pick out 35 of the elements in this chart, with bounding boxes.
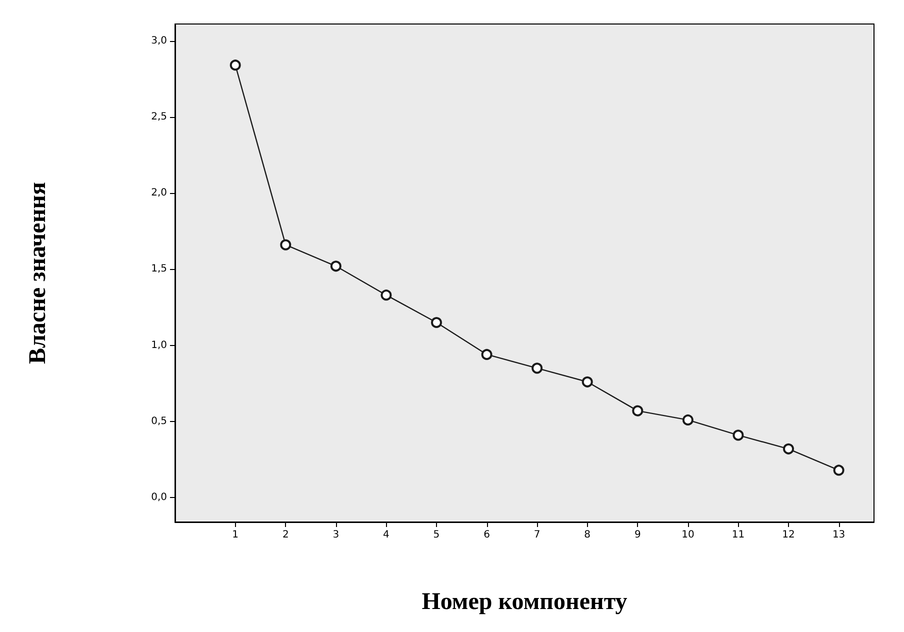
x-tick-label: 2	[282, 530, 289, 540]
y-tick-label: 0,0	[151, 492, 167, 504]
x-tick-label: 4	[383, 530, 390, 540]
point	[431, 316, 442, 328]
x-tick-label: 7	[534, 530, 540, 540]
y-axis-title: Власне значення	[25, 182, 51, 364]
x-tick-label: 12	[782, 530, 795, 540]
y-tick-label: 1,5	[151, 264, 167, 275]
x-tick-label: 6	[484, 530, 490, 540]
point	[732, 430, 744, 441]
x-tick-label: 8	[584, 530, 591, 540]
point	[380, 290, 392, 301]
x-tick-label: 5	[433, 530, 440, 540]
x-axis-title: Номер компоненту	[422, 589, 628, 615]
point	[632, 405, 644, 416]
x-tick-label: 1	[232, 530, 239, 540]
y-tick-label: 0,5	[151, 416, 167, 427]
point	[582, 376, 593, 388]
point	[682, 414, 694, 426]
point	[280, 239, 292, 250]
x-tick-label: 11	[732, 530, 745, 540]
y-tick-label: 2,5	[151, 111, 167, 122]
y-tick-label: 1,0	[151, 340, 167, 351]
point	[532, 362, 543, 374]
point	[783, 443, 794, 454]
x-tick-label: 9	[634, 530, 641, 540]
y-tick-label: 3,0	[151, 35, 167, 46]
point	[330, 260, 342, 272]
x-tick-label: 13	[832, 530, 846, 540]
y-tick-label: 2,0	[151, 188, 167, 199]
x-tick-label: 3	[332, 530, 340, 540]
point	[230, 60, 241, 71]
point	[833, 464, 844, 476]
point	[481, 348, 492, 360]
x-tick-label: 10	[682, 530, 694, 540]
